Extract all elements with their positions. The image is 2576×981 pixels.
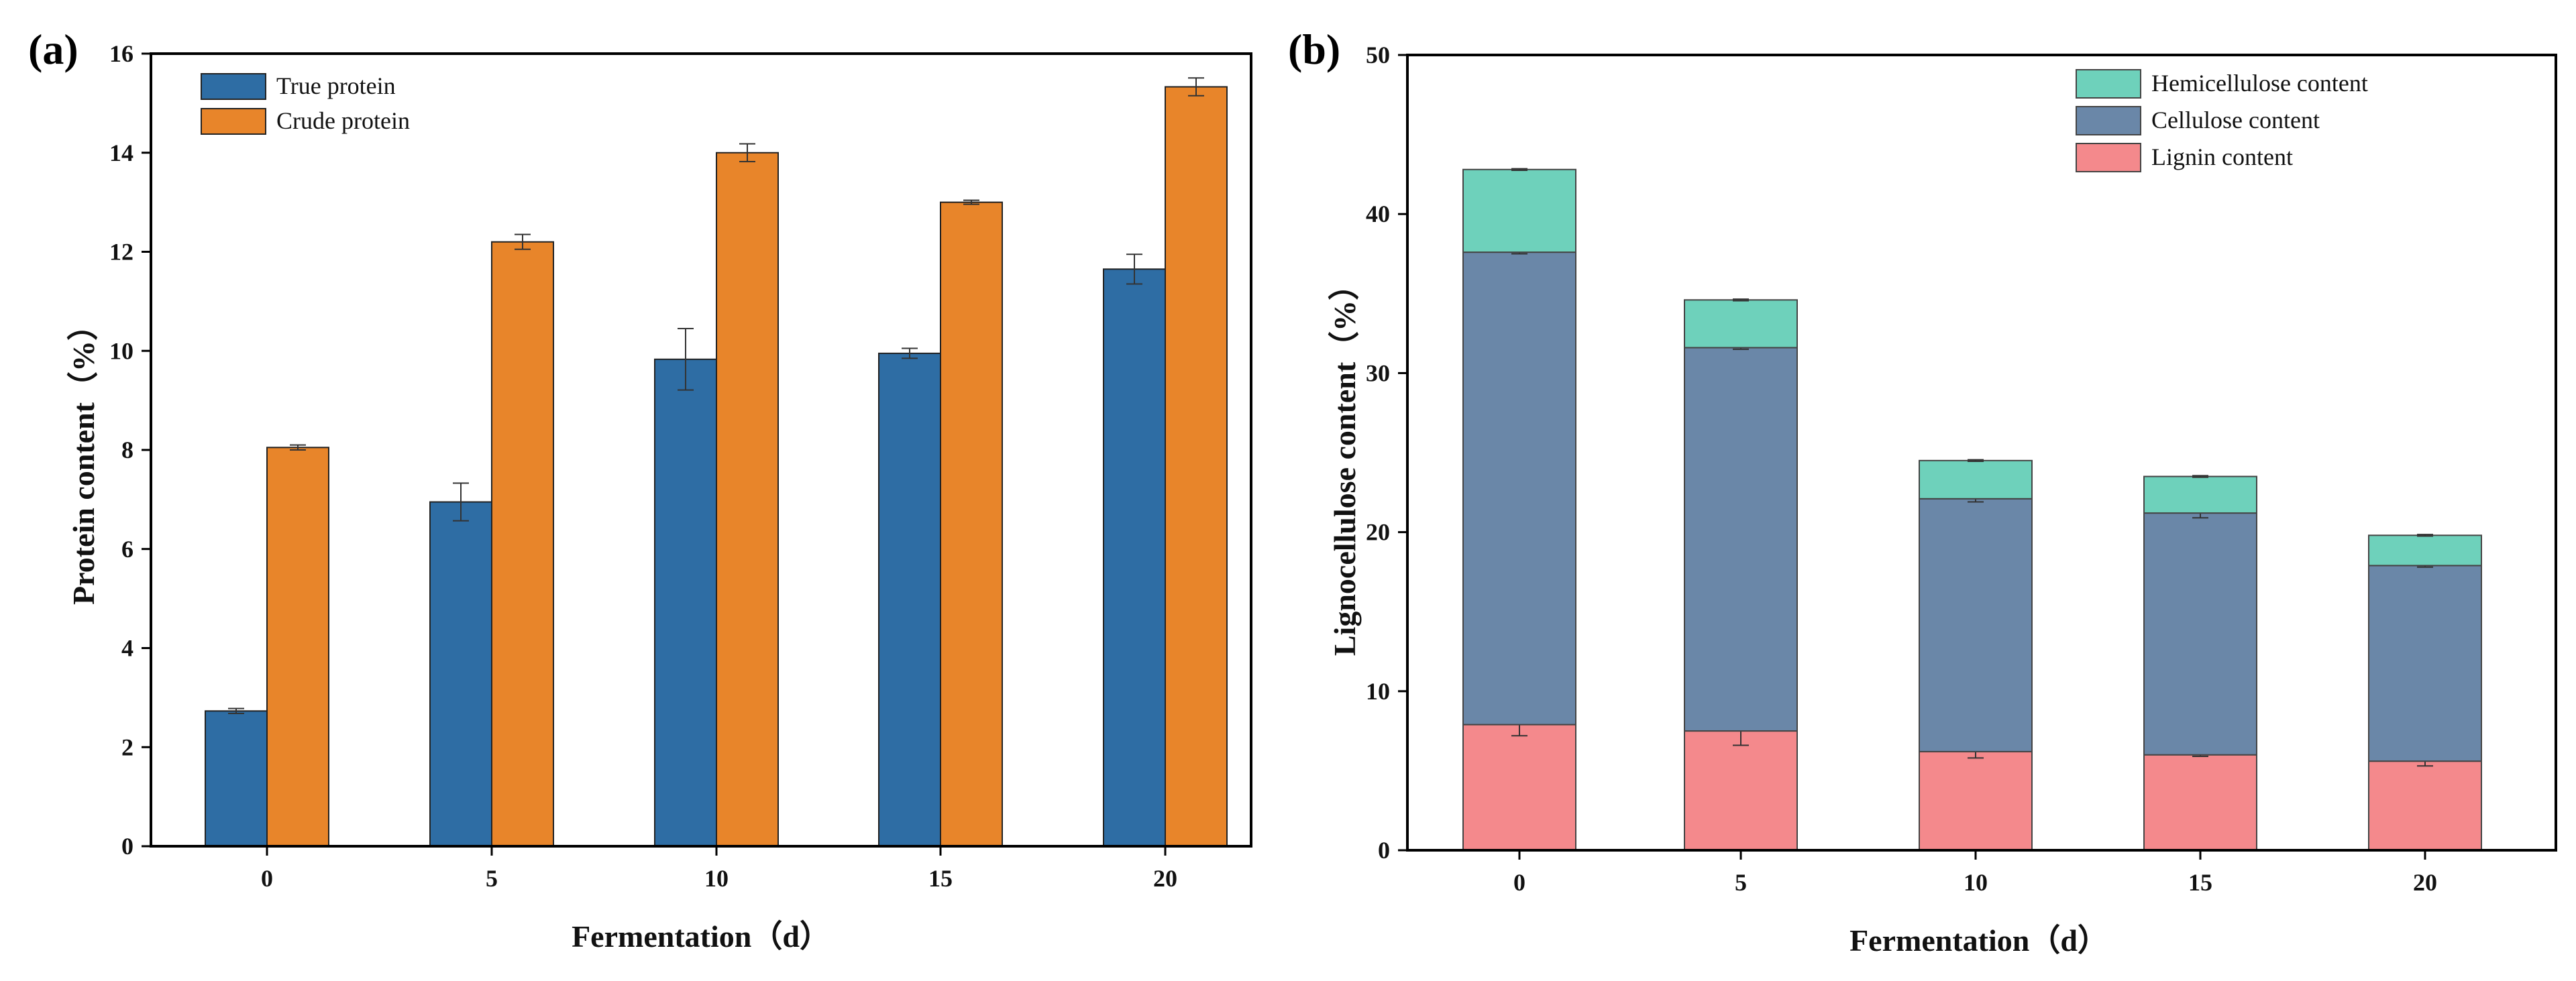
bar-cellulose-content	[1462, 251, 1576, 726]
chart-b-ytick-label: 50	[1366, 42, 1390, 68]
chart-b-xtick-label: 0	[1513, 869, 1525, 896]
chart-b-xtick-label: 20	[2413, 869, 2437, 896]
bar-lignin-content	[2143, 754, 2257, 852]
bar-crude-protein	[716, 152, 779, 847]
legend-label: Crude protein	[276, 107, 410, 134]
legend-swatch-crude-protein	[201, 108, 266, 135]
bar-lignin-content	[2368, 760, 2482, 851]
bar-hemicellulose-content	[1919, 459, 2033, 500]
legend-swatch-true-protein	[201, 73, 266, 100]
bar-crude-protein	[940, 201, 1003, 847]
chart-a-ytick-label: 8	[121, 437, 133, 463]
chart-a-xtick-label: 15	[928, 865, 953, 892]
bar-cellulose-content	[1919, 498, 2033, 752]
bar-crude-protein	[491, 241, 554, 848]
chart-a-ytick-label: 2	[121, 734, 133, 760]
bar-hemicellulose-content	[1684, 299, 1798, 349]
chart-b-ytick-label: 40	[1366, 200, 1390, 227]
chart-a-ylabel: Protein content（%）	[66, 310, 101, 605]
legend-label: Cellulose content	[2151, 107, 2320, 133]
chart-b-xlabel: Fermentation（d）	[1849, 923, 2108, 958]
chart-a-ytick-label: 6	[121, 536, 133, 563]
bar-crude-protein	[1165, 86, 1228, 848]
chart-a-xtick-label: 5	[486, 865, 498, 892]
chart-b-ytick-label: 10	[1366, 678, 1390, 705]
legend-label: Hemicellulose content	[2151, 70, 2368, 97]
legend-label: Lignin content	[2151, 143, 2293, 170]
chart-a-xlabel: Fermentation（d）	[572, 919, 830, 954]
bar-hemicellulose-content	[2143, 475, 2257, 514]
bar-true-protein	[878, 352, 941, 847]
chart-a: 0 2 4 6 8 10 12 14 16 0 5 10 15 20 True protein Crude p…	[109, 40, 1252, 892]
chart-b-ytick-label: 30	[1366, 359, 1390, 386]
panel-b-label: (b)	[1288, 25, 1340, 73]
chart-a-ytick-label: 4	[121, 635, 133, 662]
chart-b-xtick-label: 5	[1735, 869, 1747, 896]
chart-a-ytick-label: 14	[109, 139, 133, 166]
chart-a-xtick-label: 0	[261, 865, 273, 892]
bar-cellulose-content	[2368, 565, 2482, 762]
chart-b-xtick-label: 10	[1964, 869, 1988, 896]
bar-lignin-content	[1684, 730, 1798, 851]
chart-b-ytick-label: 20	[1366, 519, 1390, 546]
legend-swatch-lignin-content	[2076, 143, 2141, 172]
chart-a-ytick-label: 16	[109, 40, 133, 67]
chart-a-xtick-label: 10	[704, 865, 729, 892]
chart-a-axes-frame	[150, 52, 1252, 848]
legend-swatch-hemicellulose-content	[2076, 69, 2141, 99]
legend-swatch-cellulose-content	[2076, 106, 2141, 135]
bar-true-protein	[429, 501, 492, 847]
chart-a-xtick-label: 20	[1153, 865, 1177, 892]
chart-b-ylabel: Lignocellulose content（%）	[1328, 270, 1362, 656]
chart-b-ytick-label: 0	[1378, 837, 1390, 864]
bar-cellulose-content	[1684, 347, 1798, 732]
bar-lignin-content	[1919, 750, 2033, 852]
bar-cellulose-content	[2143, 512, 2257, 756]
chart-a-ytick-label: 0	[121, 833, 133, 860]
bar-hemicellulose-content	[2368, 534, 2482, 567]
bar-hemicellulose-content	[1462, 168, 1576, 253]
bar-lignin-content	[1462, 724, 1576, 852]
panel-a-label: (a)	[28, 25, 78, 73]
legend-label: True protein	[276, 72, 396, 99]
bar-true-protein	[1103, 268, 1166, 847]
chart-a-ytick-label: 12	[109, 239, 133, 266]
bar-true-protein	[205, 710, 268, 848]
chart-a-ytick-label: 10	[109, 337, 133, 364]
bar-true-protein	[654, 358, 717, 847]
chart-b-axes-frame	[1406, 54, 2557, 852]
chart-b-xtick-label: 15	[2188, 869, 2212, 896]
bar-crude-protein	[266, 447, 329, 847]
chart-b: 0 10 20 30 40 50 0 5 10 15 20 Hemicellulose content…	[1366, 42, 2557, 896]
